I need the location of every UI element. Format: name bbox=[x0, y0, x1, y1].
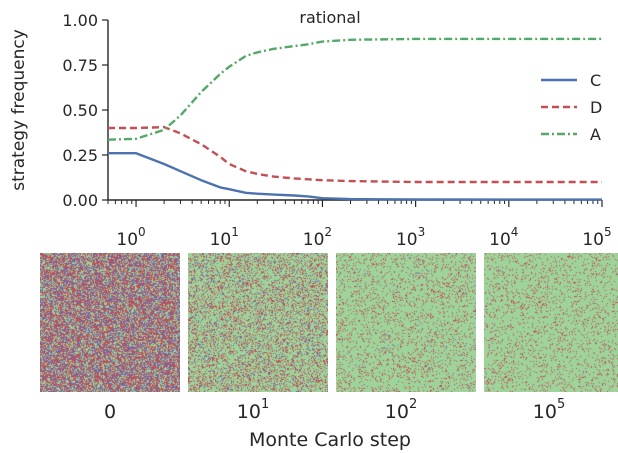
y-tick-label: 0.00 bbox=[62, 191, 98, 210]
snapshot-label: 105 bbox=[533, 397, 565, 423]
y-axis-label: strategy frequency bbox=[9, 29, 29, 191]
snapshot-labels: 0 101 102 105 bbox=[104, 397, 565, 423]
legend-label-a: A bbox=[590, 125, 601, 144]
x-ticks: 100 101 102 103 104 105 bbox=[107, 200, 612, 250]
chart-title: rational bbox=[299, 8, 360, 27]
y-tick-label: 0.25 bbox=[62, 146, 98, 165]
x-axis-label: Monte Carlo step bbox=[249, 429, 411, 451]
y-tick-label: 1.00 bbox=[62, 11, 98, 30]
y-ticks: 0.00 0.25 0.50 0.75 1.00 bbox=[62, 11, 108, 210]
x-tick-label: 103 bbox=[396, 225, 425, 250]
x-tick-label: 100 bbox=[116, 225, 145, 250]
series-line-d bbox=[108, 125, 602, 184]
x-tick-label: 101 bbox=[210, 225, 239, 250]
legend: CDA bbox=[541, 71, 602, 144]
series-line-c bbox=[108, 151, 603, 201]
y-tick-label: 0.75 bbox=[62, 56, 98, 75]
legend-label-c: C bbox=[590, 71, 601, 90]
snapshot-label: 0 bbox=[104, 401, 116, 423]
legend-label-d: D bbox=[590, 98, 602, 117]
x-tick-label: 104 bbox=[489, 225, 518, 250]
series-lines bbox=[107, 37, 603, 201]
snapshot-label: 102 bbox=[385, 397, 417, 423]
snapshot-label: 101 bbox=[237, 397, 269, 423]
x-tick-label: 102 bbox=[303, 225, 332, 250]
y-tick-label: 0.50 bbox=[62, 101, 98, 120]
snapshot-panel-2 bbox=[336, 253, 476, 392]
snapshot-panel-0 bbox=[40, 253, 180, 392]
snapshot-panel-3 bbox=[484, 253, 618, 392]
series-line-a bbox=[107, 37, 602, 141]
x-tick-label: 105 bbox=[582, 225, 611, 250]
snapshot-panel-1 bbox=[188, 253, 328, 392]
